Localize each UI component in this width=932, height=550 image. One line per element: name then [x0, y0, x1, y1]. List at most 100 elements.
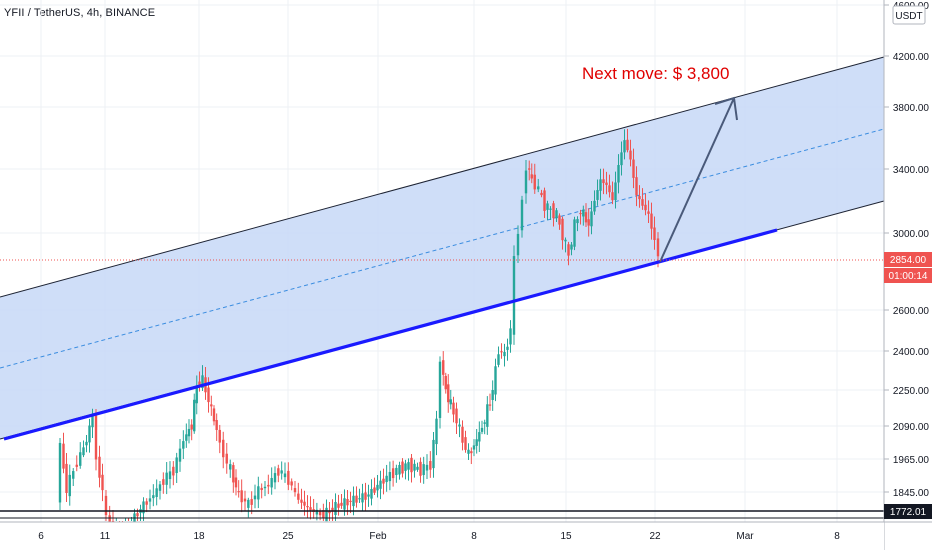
channel-upper-line [0, 56, 885, 298]
candle-body [438, 361, 442, 418]
price-tick-label: 2250.00 [893, 386, 930, 397]
candle-body [413, 463, 416, 471]
candle-body [379, 480, 382, 489]
currency-box[interactable] [892, 5, 926, 25]
price-tag [884, 252, 932, 267]
candle-body [458, 424, 461, 427]
candle-body [567, 244, 570, 256]
candle-body [62, 443, 65, 469]
candle-body [480, 427, 484, 432]
candle-body [593, 200, 596, 212]
candle-body [364, 492, 367, 500]
candle-body [596, 190, 599, 200]
candle-body [182, 441, 185, 449]
candle-body [398, 465, 401, 475]
candle-body [404, 463, 407, 471]
low-tag-value: 1772.01 [890, 507, 927, 518]
candle-body [435, 418, 438, 445]
candle-body [218, 429, 221, 443]
candle-body [334, 501, 337, 516]
candle-body [549, 208, 552, 210]
candle-body [142, 501, 145, 514]
symbol-title: YFII / TetherUS, 4h, BINANCE [4, 7, 156, 19]
time-axis-ticks: 6 11 18 25 Feb 8 15 22 Mar 8 [38, 531, 840, 542]
candle-body [293, 488, 297, 493]
candle-body [328, 510, 331, 514]
candle-body [528, 168, 531, 170]
price-tick-label: 3400.00 [893, 165, 930, 176]
candle-body [287, 470, 290, 485]
candle-body [599, 179, 602, 191]
candle-body [650, 213, 653, 229]
candle-body [483, 422, 486, 424]
candle-body [608, 185, 611, 193]
candle-body [475, 439, 478, 446]
candle-body [500, 351, 503, 353]
candle-body [461, 426, 464, 443]
candle-body [486, 404, 489, 427]
candle-body [232, 465, 235, 483]
candle-body [108, 515, 111, 528]
candle-body [273, 473, 277, 483]
candle-body [647, 211, 650, 214]
candle-body [187, 428, 191, 437]
candle-body [165, 472, 168, 485]
candle-body [85, 441, 88, 446]
candle-body [579, 212, 582, 215]
price-tick-label: 2600.00 [893, 306, 930, 317]
candle-body [222, 439, 225, 458]
candle-body [494, 366, 497, 395]
support-trendline[interactable] [3, 228, 778, 441]
candle-body [193, 399, 196, 432]
candle-body [638, 196, 641, 200]
candle-body [267, 484, 270, 487]
countdown-tag-value: 01:00:14 [889, 271, 928, 282]
candle-body [358, 498, 361, 500]
candle-body [373, 487, 376, 493]
candle-body [620, 152, 623, 166]
candle-body [101, 474, 104, 491]
candle-body [641, 199, 644, 206]
candle-body [300, 499, 303, 503]
price-tick-label: 2400.00 [893, 347, 930, 358]
candle-body [425, 464, 429, 471]
candle-body [419, 461, 422, 476]
currency-label: USDT [895, 11, 922, 22]
candle-body [148, 498, 152, 502]
candle-body [185, 434, 188, 441]
candle-body [602, 179, 605, 184]
candle-body [225, 453, 228, 464]
candle-body [94, 415, 98, 460]
candle-body [488, 404, 492, 406]
time-tick-label: 8 [471, 531, 477, 542]
projection-arrow[interactable] [659, 97, 735, 263]
countdown-tag [884, 268, 932, 283]
annotation-text[interactable]: Next move: $ 3,800 [582, 64, 729, 83]
price-tick-label: 2090.00 [893, 422, 930, 433]
price-tick-label: 4200.00 [893, 52, 930, 63]
candle-body [416, 466, 419, 470]
candle-body [337, 503, 340, 508]
candle-body [520, 199, 524, 231]
candle-body [277, 468, 280, 476]
candle-body [297, 493, 300, 500]
candle-body [79, 452, 82, 466]
candle-body [68, 474, 71, 497]
time-axis-bg[interactable] [0, 522, 884, 550]
channel-midline [0, 128, 885, 369]
candle-body [617, 165, 620, 183]
candle-body [555, 210, 558, 219]
candle-body [491, 390, 494, 400]
candle-body [315, 509, 319, 515]
price-tick-label: 1965.00 [893, 455, 930, 466]
candle-body [346, 499, 349, 506]
candle-body [478, 432, 481, 442]
candle-body [467, 449, 470, 454]
candle-body [352, 495, 355, 507]
candle-body [464, 437, 467, 450]
candle-body [470, 451, 473, 454]
price-axis-ticks: 4600.004200.003800.003400.003000.002600.… [884, 1, 929, 499]
candle-body [385, 475, 388, 483]
candle-body [516, 233, 520, 256]
